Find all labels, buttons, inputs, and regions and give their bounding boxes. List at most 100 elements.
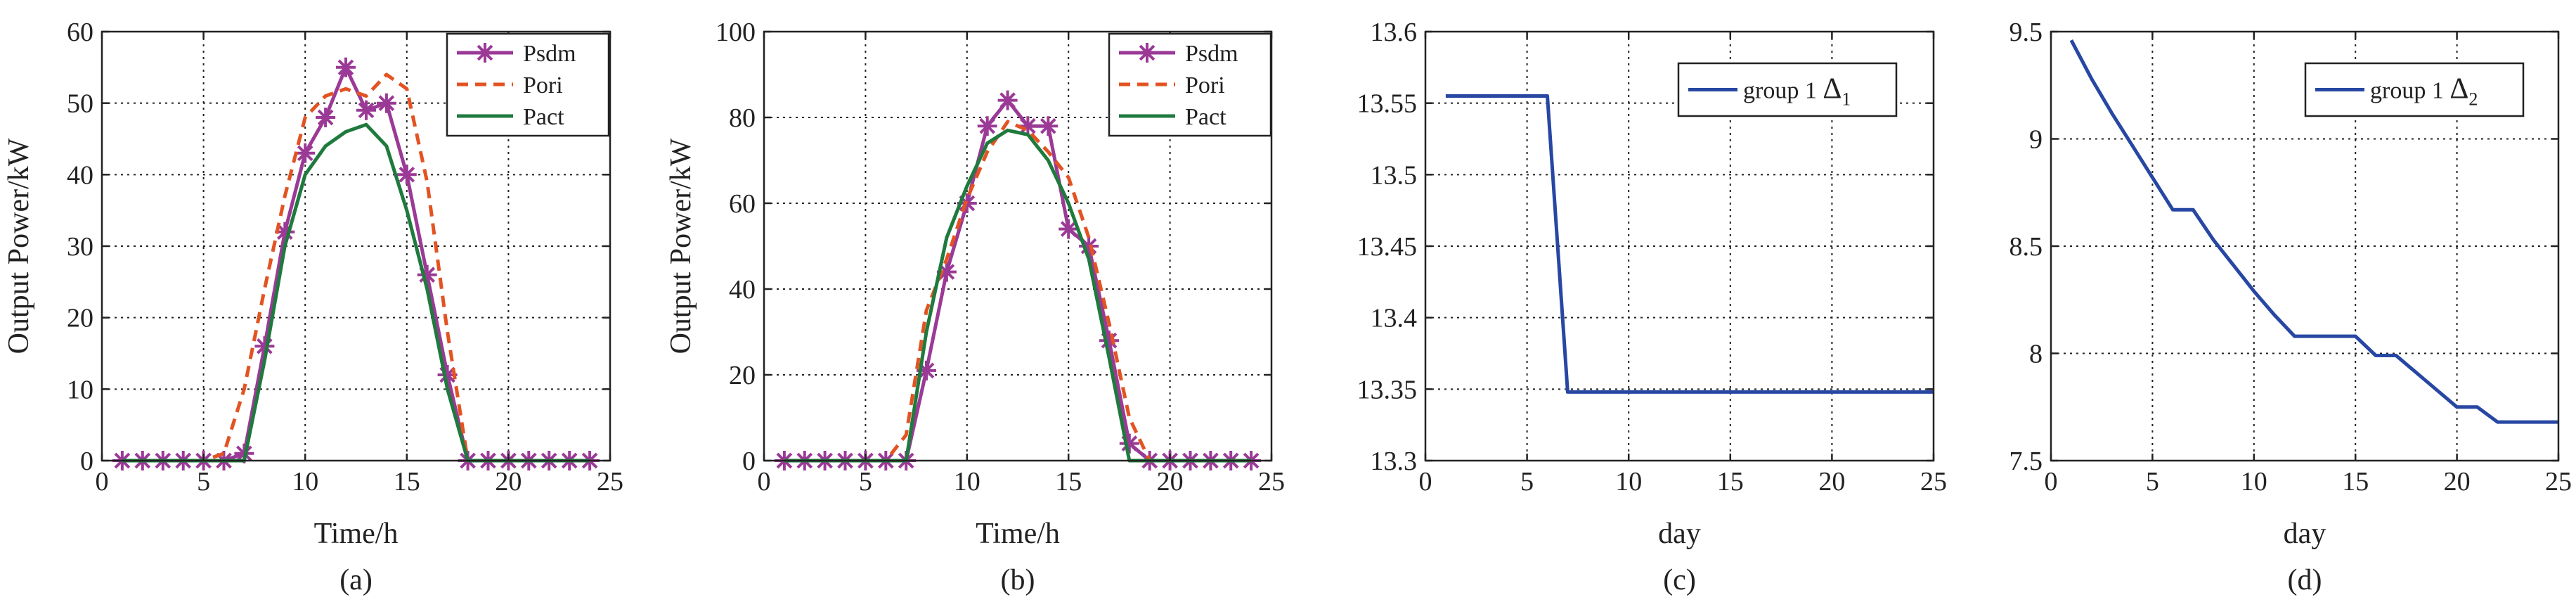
y-tick-label: 8 [2029, 340, 2043, 369]
y-tick-label: 40 [729, 275, 756, 305]
y-axis-label-b: Output Power/kW [665, 138, 697, 354]
legend-box [446, 32, 610, 137]
data-point-psdm [376, 93, 396, 113]
legend-delta-symbol: Δ [1823, 73, 1842, 105]
panel-label-c: (c) [1663, 564, 1696, 596]
data-point-psdm [356, 100, 376, 120]
y-tick-label: 13.6 [1371, 18, 1418, 47]
x-tick-label: 0 [758, 467, 771, 497]
series-line-pori [784, 120, 1252, 463]
x-tick-label: 20 [495, 467, 522, 497]
x-tick-label: 5 [197, 467, 210, 497]
legend-label: group 1 Δ2 [2370, 73, 2478, 110]
series-line-group [2069, 39, 2558, 424]
x-tick-label: 15 [394, 467, 420, 497]
x-tick-label: 25 [1258, 467, 1285, 497]
x-tick-label: 10 [954, 467, 980, 497]
legend-label-pact: Pact [523, 104, 564, 130]
x-tick-label: 5 [2146, 467, 2159, 497]
y-tick-label: 13.35 [1357, 375, 1418, 404]
data-point-psdm [917, 360, 936, 380]
y-tick-label: 40 [67, 160, 93, 190]
legend-label-pact: Pact [1185, 104, 1226, 130]
data-point-psdm [1018, 116, 1038, 136]
data-point-psdm [997, 90, 1018, 110]
x-tick-label: 0 [1419, 467, 1432, 497]
data-point-psdm [417, 264, 437, 285]
x-tick-label: 15 [1055, 467, 1082, 497]
panel-b: 0 5 10 15 20 25 0 20 40 60 80 100 Time/h Output Pow… [665, 18, 1285, 596]
legend-label-pori: Pori [1185, 72, 1225, 98]
legend-c: group 1 Δ1 [1677, 62, 1898, 117]
y-tick-label: 10 [67, 375, 93, 404]
x-tick-label: 25 [597, 467, 623, 497]
panel-label-d: (d) [2288, 564, 2322, 596]
y-tick-label: 8.5 [2009, 232, 2043, 262]
y-tick-label: 30 [67, 232, 93, 262]
panel-label-a: (a) [339, 564, 373, 596]
x-tick-label: 20 [1157, 467, 1184, 497]
panel-a: 0 5 10 15 20 25 0 10 20 30 40 50 60 Time/h Output Po… [3, 18, 623, 596]
legend-marker-psdm [1137, 43, 1157, 63]
x-tick-label: 20 [2444, 467, 2471, 497]
legend-b: Psdm Pori Pact [1108, 32, 1272, 137]
series-line-group [1445, 94, 1934, 394]
legend-subscript: 1 [1842, 89, 1851, 110]
y-tick-label: 0 [742, 447, 756, 476]
x-tick-label: 10 [292, 467, 318, 497]
legend-label: group 1 Δ1 [1743, 73, 1851, 110]
y-tick-label: 60 [67, 18, 93, 47]
data-point-psdm [1099, 331, 1119, 351]
x-tick-label: 5 [859, 467, 872, 497]
legend-label-pori: Pori [523, 72, 563, 98]
y-tick-label: 7.5 [2009, 447, 2043, 476]
y-tick-label: 80 [729, 103, 756, 133]
legend-d: group 1 Δ2 [2304, 62, 2525, 117]
legend-label-psdm: Psdm [523, 41, 576, 67]
y-tick-label: 0 [80, 447, 93, 476]
y-tick-label: 20 [729, 361, 756, 390]
x-axis-label-b: Time/h [976, 518, 1060, 550]
x-tick-label: 25 [1920, 467, 1947, 497]
data-point-psdm [437, 365, 458, 385]
panel-c: 0 5 10 15 20 25 13.3 13.35 13.4 13.45 13.5 13.55 13.… [1357, 18, 1948, 596]
legend-subscript: 2 [2468, 89, 2478, 110]
y-axis-label-a: Output Power/kW [3, 138, 35, 354]
y-tick-label: 13.55 [1357, 89, 1418, 119]
plot-frame-b [763, 30, 1273, 462]
data-point-psdm [295, 143, 316, 163]
y-tick-label: 9.5 [2009, 18, 2043, 47]
data-point-psdm [254, 336, 275, 357]
series-line-psdm [784, 98, 1252, 463]
data-point-psdm [1079, 236, 1099, 256]
y-tick-label: 13.3 [1371, 447, 1418, 476]
legend-label-text: group 1 [2370, 78, 2449, 104]
legend-a: Psdm Pori Pact [446, 32, 610, 137]
y-tick-label: 13.4 [1371, 304, 1418, 333]
y-tick-label: 50 [67, 89, 93, 119]
legend-box [1108, 32, 1272, 137]
y-tick-label: 100 [716, 18, 756, 47]
y-tick-label: 60 [729, 189, 756, 219]
data-point-psdm [977, 116, 997, 136]
legend-marker-psdm [475, 43, 495, 63]
x-tick-label: 10 [2241, 467, 2267, 497]
data-point-psdm [275, 222, 295, 242]
x-tick-label: 0 [96, 467, 109, 497]
legend-label-text: group 1 [1743, 78, 1823, 104]
data-point-psdm [396, 165, 417, 185]
y-tick-label: 13.45 [1357, 232, 1418, 262]
data-point-psdm [316, 108, 336, 127]
legend-label-psdm: Psdm [1185, 41, 1238, 67]
data-point-psdm [1119, 433, 1139, 454]
data-point-psdm [936, 262, 957, 282]
x-tick-label: 0 [2045, 467, 2058, 497]
series-line-pact [784, 128, 1252, 463]
panel-label-b: (b) [1001, 564, 1035, 596]
y-tick-label: 20 [67, 304, 93, 333]
x-axis-label-c: day [1658, 518, 1701, 550]
data-point-psdm [1059, 219, 1079, 239]
x-tick-label: 10 [1615, 467, 1642, 497]
x-tick-label: 15 [2342, 467, 2369, 497]
